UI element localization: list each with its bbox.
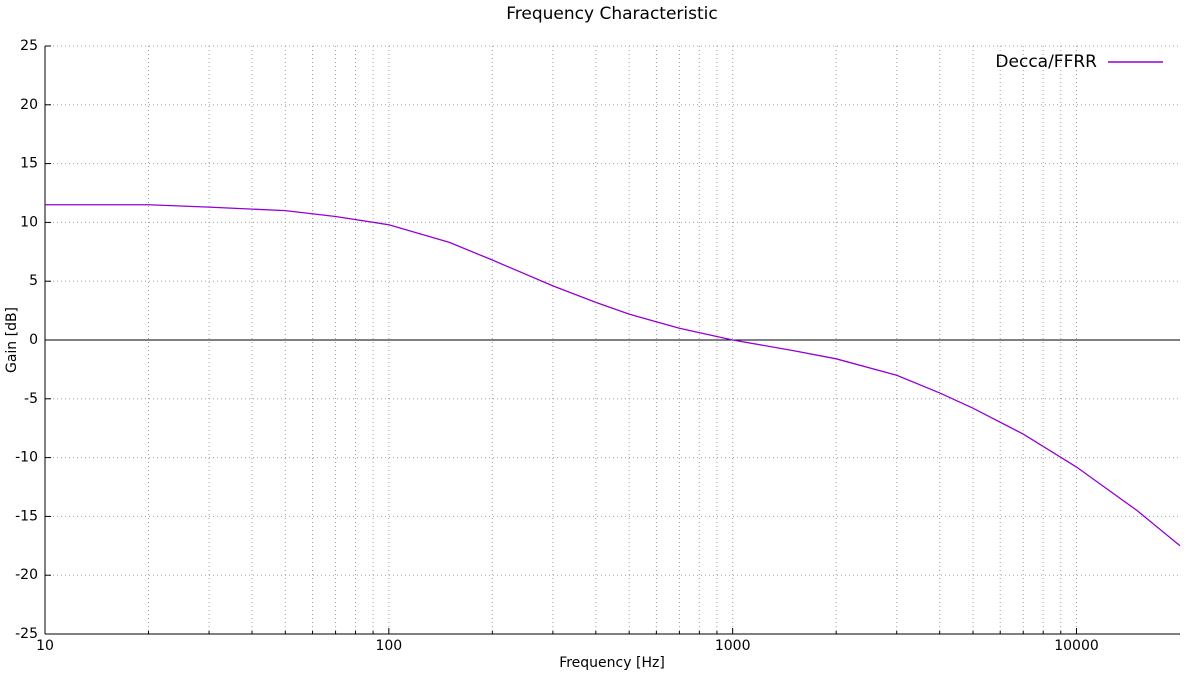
y-tick-label: -15: [15, 508, 38, 524]
y-tick-label: 15: [20, 156, 38, 172]
x-tick-label: 10000: [1054, 638, 1099, 654]
y-axis-label: Gain [dB]: [4, 307, 20, 373]
x-tick-label: 1000: [715, 638, 751, 654]
x-axis-label: Frequency [Hz]: [559, 655, 665, 671]
y-tick-label: -20: [15, 567, 38, 583]
y-tick-label: 25: [20, 38, 38, 54]
y-tick-label: 0: [29, 332, 38, 348]
legend-label: Decca/FFRR: [995, 52, 1097, 72]
y-tick-label: -25: [15, 626, 38, 642]
series-line: [45, 204, 1181, 547]
x-tick-label: 100: [375, 638, 402, 654]
y-tick-label: 5: [29, 273, 38, 289]
x-tick-label: 10: [36, 638, 54, 654]
y-tick-label: -10: [15, 450, 38, 466]
y-tick-label: 10: [20, 214, 38, 230]
y-tick-label: -5: [24, 391, 38, 407]
chart-title: Frequency Characteristic: [506, 4, 717, 24]
y-tick-label: 20: [20, 97, 38, 113]
